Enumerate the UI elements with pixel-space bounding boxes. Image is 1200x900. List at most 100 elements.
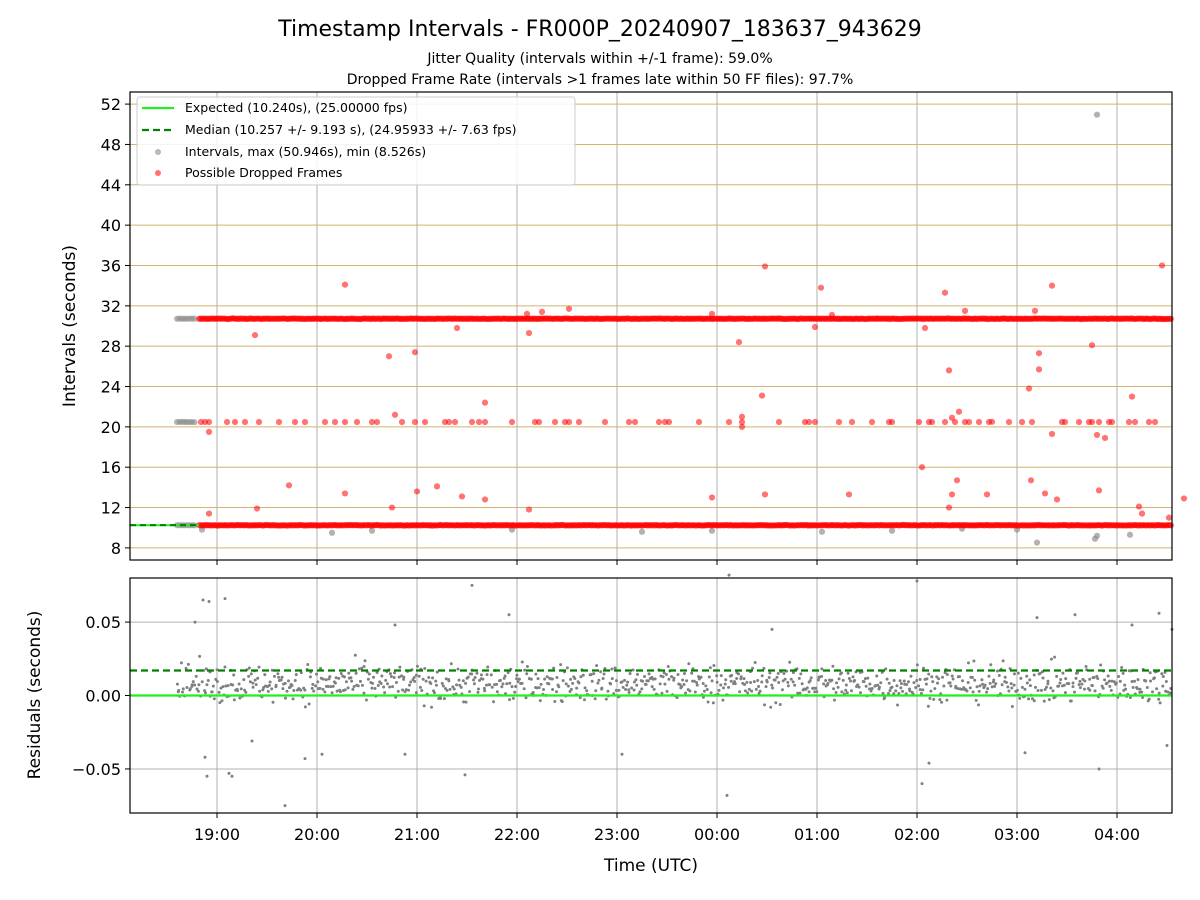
residual-point <box>515 673 519 677</box>
residual-point <box>310 686 314 690</box>
residual-point <box>906 680 910 684</box>
residual-point <box>1035 616 1039 620</box>
residual-point <box>754 687 758 691</box>
residual-point <box>783 677 787 681</box>
residual-point <box>899 682 903 686</box>
residual-point <box>928 696 932 700</box>
residual-point <box>179 661 183 665</box>
residual-point <box>362 665 366 669</box>
residuals-ticks: 19:00 20:00 21:00 22:00 23:00 00:00 01:00 02:00… <box>72 613 1140 844</box>
dropped-frame-point <box>413 488 421 495</box>
residual-point <box>424 679 428 683</box>
residual-point <box>915 579 919 583</box>
residual-point <box>859 691 863 695</box>
residual-point <box>764 685 768 689</box>
residual-point <box>272 674 276 678</box>
residual-point <box>251 685 255 689</box>
residual-point <box>1120 666 1124 670</box>
residual-point <box>1150 690 1154 694</box>
residual-point <box>334 676 338 680</box>
residual-point <box>464 700 468 704</box>
residual-point <box>640 687 644 691</box>
dropped-frame-point <box>255 418 263 426</box>
dropped-frame-point <box>951 418 959 426</box>
residual-point <box>400 674 404 678</box>
residual-point <box>211 684 215 688</box>
legend-intervals-swatch <box>155 149 161 155</box>
residual-point <box>1084 665 1088 669</box>
residual-point <box>1080 682 1084 686</box>
residual-point <box>388 672 392 676</box>
residual-point <box>887 681 891 685</box>
residual-point <box>627 688 631 692</box>
residual-point <box>756 678 760 682</box>
residual-point <box>517 677 521 681</box>
residual-point <box>869 689 873 693</box>
residual-point <box>909 674 913 678</box>
dropped-frame-point <box>953 477 961 484</box>
residual-point <box>1032 699 1036 703</box>
residual-point <box>693 690 697 694</box>
residual-point <box>950 674 954 678</box>
x-tick-label: 21:00 <box>394 825 440 844</box>
dropped-frame-point <box>1095 418 1103 426</box>
residual-point <box>699 675 703 679</box>
residual-point <box>1128 695 1132 699</box>
residual-point <box>771 686 775 690</box>
residual-point <box>303 688 307 692</box>
dropped-frame-point <box>1031 307 1039 314</box>
residual-point <box>324 678 328 682</box>
residual-point <box>457 678 461 682</box>
residual-point <box>710 679 714 683</box>
residual-point <box>920 782 924 786</box>
residual-point <box>358 679 362 683</box>
legend-dropped-label: Possible Dropped Frames <box>185 165 342 180</box>
dropped-frame-point <box>918 464 926 471</box>
residual-point <box>227 771 231 775</box>
residual-point <box>786 684 790 688</box>
residual-point <box>536 677 540 681</box>
residual-point <box>662 671 666 675</box>
residual-point <box>589 672 593 676</box>
dropped-frame-point <box>817 284 825 291</box>
residual-point <box>613 666 617 670</box>
residual-point <box>880 670 884 674</box>
residual-point <box>623 678 627 682</box>
dropped-frame-point <box>961 307 969 314</box>
residual-point <box>978 684 982 688</box>
residual-point <box>1049 657 1053 661</box>
residual-point <box>977 689 981 693</box>
residual-point <box>537 686 541 690</box>
dropped-frame-point <box>535 418 543 426</box>
residual-point <box>271 700 275 704</box>
residual-point <box>203 691 207 695</box>
residual-point <box>620 752 624 756</box>
residual-point <box>346 686 350 690</box>
dropped-frame-point <box>845 491 853 498</box>
residual-point <box>1039 688 1043 692</box>
residual-point <box>715 680 719 684</box>
residuals-y-axis-label: Residuals (seconds) <box>25 611 45 780</box>
residual-point <box>856 683 860 687</box>
residual-point <box>945 698 949 702</box>
residual-point <box>805 686 809 690</box>
residual-point <box>1006 685 1010 689</box>
residual-point <box>263 673 267 677</box>
residual-point <box>200 680 204 684</box>
residual-point <box>579 675 583 679</box>
residual-point <box>468 690 472 694</box>
residual-point <box>1025 674 1029 678</box>
residual-point <box>826 681 830 685</box>
residual-point <box>486 665 490 669</box>
residual-point <box>1058 681 1062 685</box>
residual-point <box>1012 672 1016 676</box>
residual-point <box>510 685 514 689</box>
residual-point <box>993 684 997 688</box>
dropped-frame-point <box>725 418 733 426</box>
residual-point <box>370 686 374 690</box>
residual-point <box>476 687 480 691</box>
residual-point <box>578 696 582 700</box>
residual-point <box>706 700 710 704</box>
x-tick-label: 02:00 <box>894 825 940 844</box>
residual-point <box>212 697 216 701</box>
